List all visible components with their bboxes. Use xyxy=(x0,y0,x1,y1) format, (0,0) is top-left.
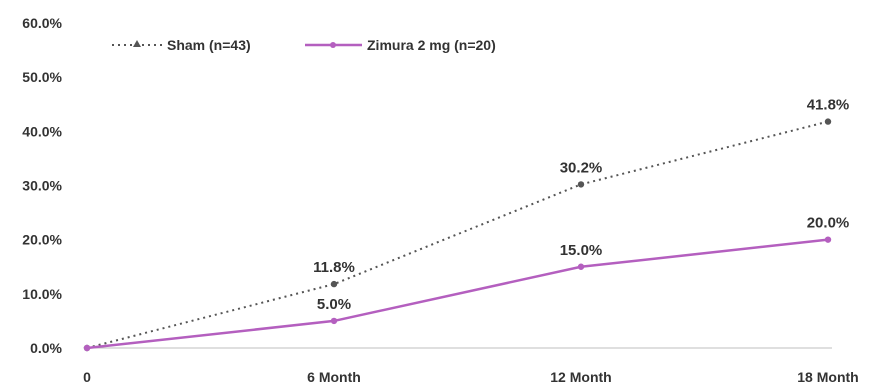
x-tick-label: 0 xyxy=(83,369,91,385)
data-label: 15.0% xyxy=(560,242,603,259)
data-label: 30.2% xyxy=(560,159,603,176)
legend-marker xyxy=(330,42,336,48)
x-tick-label: 12 Month xyxy=(550,369,611,385)
y-tick-label: 20.0% xyxy=(22,232,62,248)
data-point xyxy=(577,263,585,270)
data-label: 41.8% xyxy=(807,97,850,114)
legend: Sham (n=43) Zimura 2 mg (n=20) xyxy=(112,37,496,53)
y-tick-label: 0.0% xyxy=(30,340,62,356)
y-axis: 0.0% 10.0% 20.0% 30.0% 40.0% 50.0% 60.0% xyxy=(22,15,62,356)
data-label: 20.0% xyxy=(807,215,850,232)
x-tick-label: 18 Month xyxy=(797,369,858,385)
data-label: 11.8% xyxy=(313,259,355,276)
data-label: 5.0% xyxy=(317,296,351,313)
x-axis: 0 6 Month 12 Month 18 Month xyxy=(83,347,859,385)
y-tick-label: 50.0% xyxy=(22,69,62,85)
series-line-0 xyxy=(86,120,829,349)
legend-marker xyxy=(133,40,141,47)
legend-label: Sham (n=43) xyxy=(167,37,251,53)
data-point xyxy=(577,181,585,188)
y-tick-label: 60.0% xyxy=(22,15,62,31)
data-point xyxy=(824,236,832,243)
series-lines xyxy=(83,118,832,352)
data-labels: 11.8% 30.2% 41.8% 5.0% 15.0% 20.0% xyxy=(313,97,849,313)
data-point xyxy=(330,280,338,288)
data-point xyxy=(824,118,832,125)
y-tick-label: 40.0% xyxy=(22,123,62,139)
data-point xyxy=(330,317,338,325)
x-tick-label: 6 Month xyxy=(307,369,361,385)
y-tick-label: 30.0% xyxy=(22,178,62,194)
y-tick-label: 10.0% xyxy=(22,286,62,302)
series-line-1 xyxy=(86,238,829,350)
data-point xyxy=(83,344,91,352)
legend-label: Zimura 2 mg (n=20) xyxy=(367,37,496,53)
